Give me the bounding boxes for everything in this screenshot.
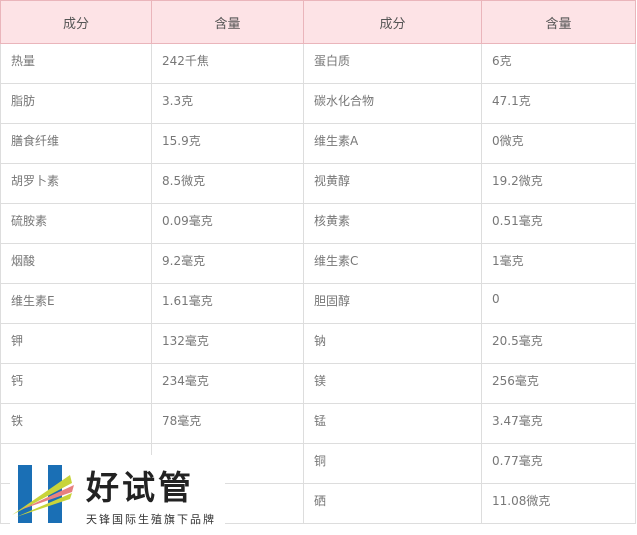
- header-row: 成分 含量 成分 含量: [0, 0, 636, 44]
- ingredient-cell: 碳水化合物: [303, 83, 482, 124]
- table-row: 胡罗卜素 8.5微克 视黄醇 19.2微克: [0, 163, 636, 204]
- amount-cell: 19.2微克: [481, 163, 636, 204]
- table-row: 脂肪 3.3克 碳水化合物 47.1克: [0, 83, 636, 124]
- ingredient-cell: 胆固醇: [303, 283, 482, 324]
- amount-cell: 11.08微克: [481, 483, 636, 524]
- amount-cell: 20.5毫克: [481, 323, 636, 364]
- amount-cell: 256毫克: [481, 363, 636, 404]
- ingredient-cell: 钙: [0, 363, 152, 404]
- amount-cell: 0.09毫克: [151, 203, 304, 244]
- ingredient-cell: 钾: [0, 323, 152, 364]
- ingredient-cell: 热量: [0, 43, 152, 84]
- ingredient-cell: 硒: [303, 483, 482, 524]
- ingredient-cell: 硫胺素: [0, 203, 152, 244]
- table-row: 维生素E 1.61毫克 胆固醇 0: [0, 283, 636, 324]
- table-row: 铁 78毫克锰 3.47毫克: [0, 403, 636, 444]
- amount-cell: 15.9克: [151, 123, 304, 164]
- amount-cell: 47.1克: [481, 83, 636, 124]
- ingredient-cell: 铁: [0, 403, 152, 444]
- ingredient-cell: 镁: [303, 363, 482, 404]
- header-ingredient: 成分: [0, 0, 152, 44]
- amount-cell: 78毫克: [151, 403, 304, 444]
- ingredient-cell: 膳食纤维: [0, 123, 152, 164]
- amount-cell: 0微克: [481, 123, 636, 164]
- ingredient-cell: 烟酸: [0, 243, 152, 284]
- amount-cell: 0.51毫克: [481, 203, 636, 244]
- table-row: 膳食纤维 15.9克 维生素A 0微克: [0, 123, 636, 164]
- header-amount: 含量: [481, 0, 636, 44]
- amount-cell: 3.47毫克: [481, 403, 636, 444]
- logo-subtitle: 天锋国际生殖旗下品牌: [86, 513, 216, 526]
- amount-cell: 234毫克: [151, 363, 304, 404]
- table-row: 烟酸 9.2毫克 维生素C 1毫克: [0, 243, 636, 284]
- ingredient-cell: 蛋白质: [303, 43, 482, 84]
- table-row: 钾 132毫克钠 20.5毫克: [0, 323, 636, 364]
- amount-cell: 9.2毫克: [151, 243, 304, 284]
- amount-cell: 8.5微克: [151, 163, 304, 204]
- logo-title: 好试管: [86, 468, 194, 507]
- ingredient-cell: 钠: [303, 323, 482, 364]
- amount-cell: 1.61毫克: [151, 283, 304, 324]
- nutrition-table: 成分 含量 成分 含量 热量 242千焦 蛋白质 6克 脂肪 3.3克 碳水化合物 47.1克…: [0, 0, 636, 524]
- table-row: 热量 242千焦 蛋白质 6克: [0, 43, 636, 84]
- amount-cell: 1毫克: [481, 243, 636, 284]
- ingredient-cell: 胡罗卜素: [0, 163, 152, 204]
- table-row: 钙 234毫克镁 256毫克: [0, 363, 636, 404]
- logo-h-icon: [12, 465, 74, 523]
- ingredient-cell: 维生素E: [0, 283, 152, 324]
- ingredient-cell: 视黄醇: [303, 163, 482, 204]
- table-row: 硫胺素 0.09毫克 核黄素 0.51毫克: [0, 203, 636, 244]
- amount-cell: 6克: [481, 43, 636, 84]
- header-ingredient: 成分: [303, 0, 482, 44]
- ingredient-cell: 维生素C: [303, 243, 482, 284]
- amount-cell: 0: [481, 283, 636, 324]
- ingredient-cell: 核黄素: [303, 203, 482, 244]
- header-amount: 含量: [151, 0, 304, 44]
- amount-cell: 132毫克: [151, 323, 304, 364]
- amount-cell: 0.77毫克: [481, 443, 636, 484]
- ingredient-cell: 锰: [303, 403, 482, 444]
- ingredient-cell: 铜: [303, 443, 482, 484]
- amount-cell: 3.3克: [151, 83, 304, 124]
- ingredient-cell: 维生素A: [303, 123, 482, 164]
- ingredient-cell: 脂肪: [0, 83, 152, 124]
- brand-logo: 好试管 天锋国际生殖旗下品牌: [10, 455, 225, 531]
- amount-cell: 242千焦: [151, 43, 304, 84]
